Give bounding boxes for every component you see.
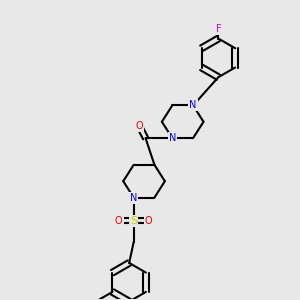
Text: N: N: [169, 133, 176, 143]
Text: O: O: [145, 216, 152, 226]
Text: N: N: [130, 193, 137, 202]
Text: S: S: [130, 216, 137, 226]
Text: N: N: [189, 100, 197, 110]
Text: O: O: [135, 121, 143, 130]
Text: O: O: [115, 216, 123, 226]
Text: F: F: [215, 24, 221, 34]
